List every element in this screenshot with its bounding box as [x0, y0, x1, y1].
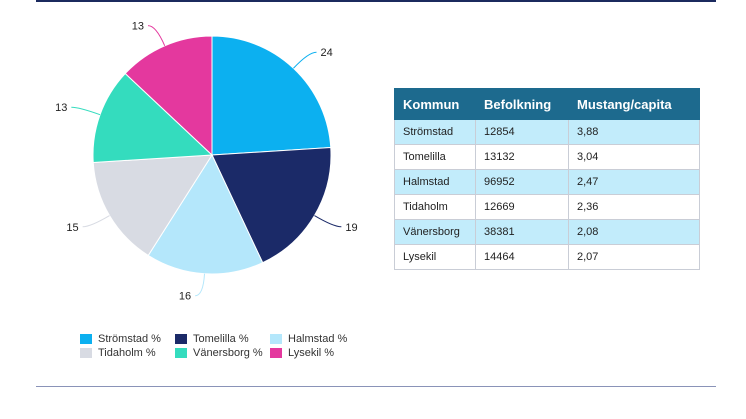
- table-row: Tomelilla 13132 3,04: [394, 144, 700, 170]
- table-cell: 2,47: [568, 169, 700, 195]
- legend-swatch: [270, 334, 282, 344]
- legend-item-stromstad: Strömstad %: [80, 333, 175, 345]
- table-cell: Halmstad: [394, 169, 476, 195]
- table-cell: 3,88: [568, 119, 700, 145]
- legend-item-halmstad: Halmstad %: [270, 333, 365, 345]
- pie-slice-5: [124, 35, 213, 157]
- legend-label: Vänersborg %: [193, 347, 263, 359]
- table-row: Strömstad 12854 3,88: [394, 119, 700, 145]
- legend-row: Tidaholm % Vänersborg % Lysekil %: [80, 346, 370, 360]
- table-cell: Lysekil: [394, 244, 476, 270]
- bottom-divider: [36, 386, 716, 387]
- table-cell: 2,08: [568, 219, 700, 245]
- table-cell: 2,07: [568, 244, 700, 270]
- pie-chart: 24 19 16 15 13 13: [55, 21, 358, 303]
- table-cell: Vänersborg: [394, 219, 476, 245]
- table-cell: 3,04: [568, 144, 700, 170]
- table-cell: 2,36: [568, 194, 700, 220]
- legend-item-vanersborg: Vänersborg %: [175, 347, 270, 359]
- table-cell: Tidaholm: [394, 194, 476, 220]
- table-header-mustang-capita: Mustang/capita: [568, 88, 700, 120]
- pie-data-label: 19: [345, 222, 357, 234]
- pie-leader-line: [314, 215, 342, 228]
- legend-swatch: [270, 348, 282, 358]
- table-cell: 13132: [475, 144, 569, 170]
- pie-leader-line: [147, 25, 166, 46]
- legend-label: Halmstad %: [288, 333, 348, 345]
- legend-item-lysekil: Lysekil %: [270, 347, 365, 359]
- table-header-kommun: Kommun: [394, 88, 476, 120]
- legend-label: Strömstad %: [98, 333, 161, 345]
- legend-label: Tomelilla %: [193, 333, 249, 345]
- table-cell: 14464: [475, 244, 569, 270]
- legend-row: Strömstad % Tomelilla % Halmstad %: [80, 332, 370, 346]
- pie-leader-line: [293, 51, 317, 69]
- table-cell: 96952: [475, 169, 569, 195]
- table-header-row: Kommun Befolkning Mustang/capita: [394, 88, 700, 120]
- table-cell: 12854: [475, 119, 569, 145]
- table-cell: 38381: [475, 219, 569, 245]
- legend-swatch: [175, 334, 187, 344]
- data-table: Kommun Befolkning Mustang/capita Strömst…: [394, 88, 700, 270]
- pie-leader-line: [71, 106, 101, 116]
- pie-slice-0: [211, 35, 332, 156]
- legend-item-tomelilla: Tomelilla %: [175, 333, 270, 345]
- chart-legend: Strömstad % Tomelilla % Halmstad % Tidah…: [80, 332, 370, 360]
- pie-data-label: 15: [66, 222, 78, 234]
- pie-slice-2: [147, 153, 264, 275]
- pie-data-label: 13: [55, 102, 67, 114]
- table-row: Vänersborg 38381 2,08: [394, 219, 700, 245]
- pie-slice-4: [92, 72, 214, 164]
- legend-item-tidaholm: Tidaholm %: [80, 347, 175, 359]
- table-row: Lysekil 14464 2,07: [394, 244, 700, 270]
- table-cell: Strömstad: [394, 119, 476, 145]
- pie-leader-line: [82, 215, 110, 228]
- pie-data-label: 24: [321, 47, 333, 59]
- legend-label: Tidaholm %: [98, 347, 156, 359]
- pie-slice-1: [211, 146, 332, 264]
- pie-data-label: 13: [132, 21, 144, 33]
- pie-leader-line: [195, 273, 206, 297]
- table-header-befolkning: Befolkning: [475, 88, 569, 120]
- legend-label: Lysekil %: [288, 347, 335, 359]
- table-cell: Tomelilla: [394, 144, 476, 170]
- table-row: Halmstad 96952 2,47: [394, 169, 700, 195]
- pie-data-label: 16: [179, 291, 191, 303]
- legend-swatch: [175, 348, 187, 358]
- table-row: Tidaholm 12669 2,36: [394, 194, 700, 220]
- pie-slice-3: [92, 154, 213, 257]
- legend-swatch: [80, 334, 92, 344]
- table-cell: 12669: [475, 194, 569, 220]
- legend-swatch: [80, 348, 92, 358]
- top-divider: [36, 0, 716, 2]
